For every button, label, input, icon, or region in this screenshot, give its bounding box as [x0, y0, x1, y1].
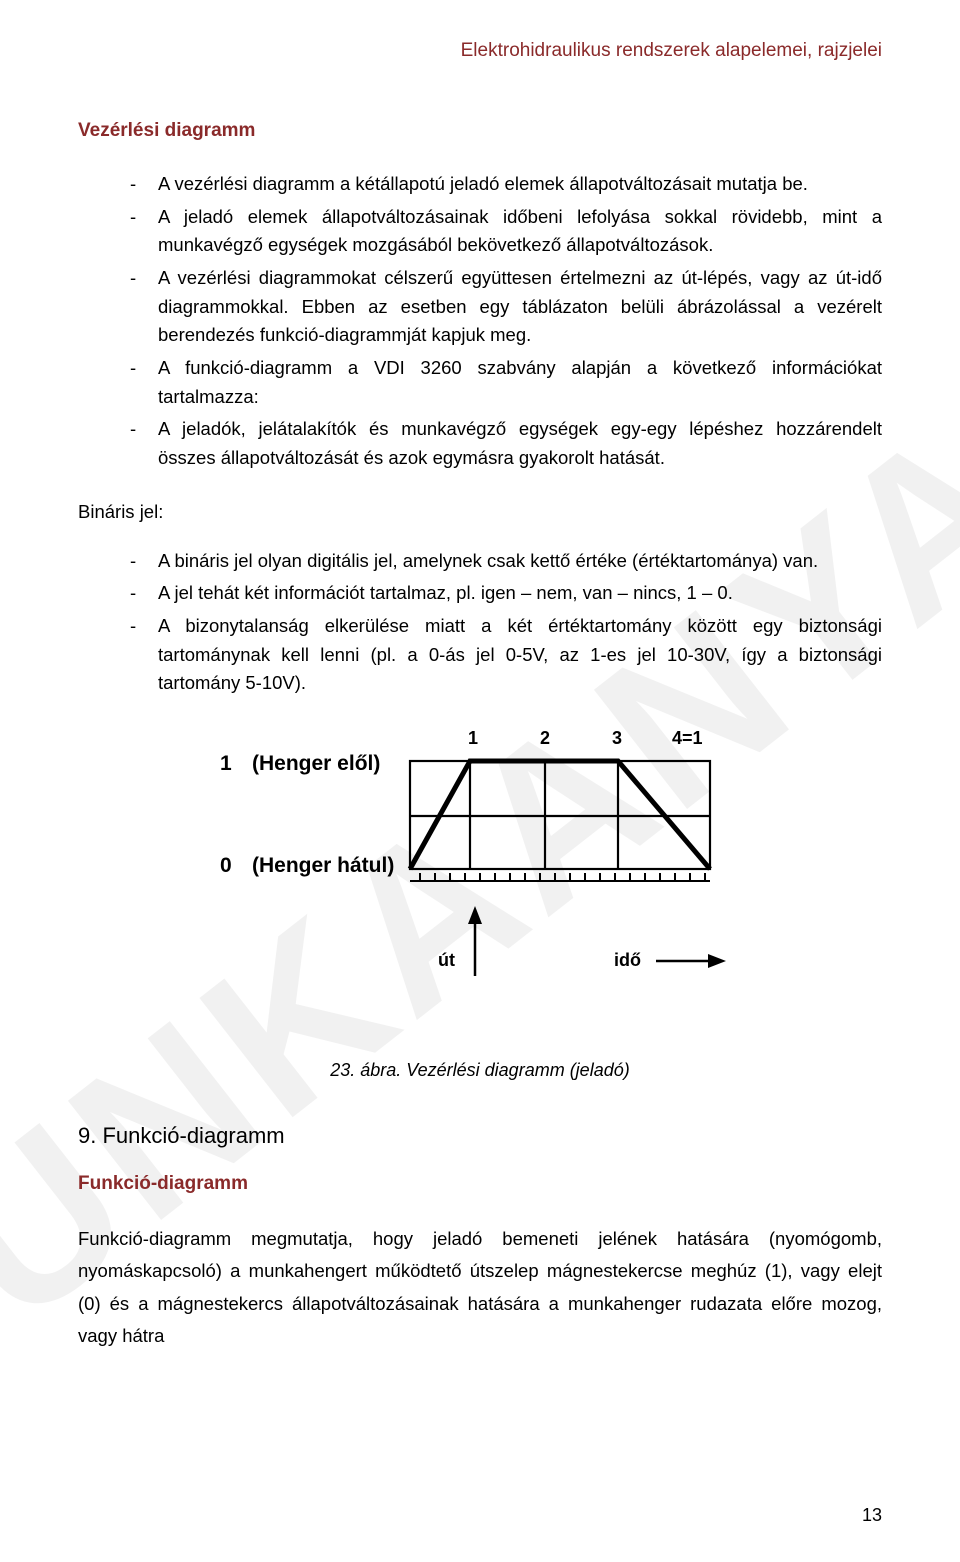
x-tick: 1	[468, 728, 478, 749]
dash-icon: -	[130, 354, 158, 411]
list-text: A bizonytalanság elkerülése miatt a két …	[158, 612, 882, 698]
axis-label-ut: út	[438, 950, 455, 971]
figure-vezerlesi-diagram: 1 (Henger elől) 0 (Henger hátul) 1 2 3 4…	[210, 726, 750, 1046]
x-tick: 3	[612, 728, 622, 749]
section-sub-funkcio: Funkció-diagramm	[78, 1173, 882, 1195]
x-tick: 4=1	[672, 728, 703, 749]
dash-icon: -	[130, 415, 158, 472]
list-vezerlesi: -A vezérlési diagramm a kétállapotú jela…	[130, 170, 882, 473]
sub-heading-binaris: Bináris jel:	[78, 501, 882, 523]
dash-icon: -	[130, 547, 158, 576]
list-item: -A vezérlési diagramm a kétállapotú jela…	[130, 170, 882, 199]
y-label-hatul: (Henger hátul)	[252, 854, 394, 878]
list-text: A vezérlési diagrammokat célszerű együtt…	[158, 264, 882, 350]
dash-icon: -	[130, 579, 158, 608]
list-text: A vezérlési diagramm a kétállapotú jelad…	[158, 170, 882, 199]
page-header: Elektrohidraulikus rendszerek alapelemei…	[78, 40, 882, 62]
axis-label-ido: idő	[614, 950, 641, 971]
list-item: -A jeladók, jelátalakítók és munkavégző …	[130, 415, 882, 472]
dash-icon: -	[130, 264, 158, 350]
list-item: -A bizonytalanság elkerülése miatt a két…	[130, 612, 882, 698]
list-item: -A funkció-diagramm a VDI 3260 szabvány …	[130, 354, 882, 411]
section-title-funkcio-num: 9. Funkció-diagramm	[78, 1123, 882, 1149]
list-item: -A jeladó elemek állapotváltozásainak id…	[130, 203, 882, 260]
list-text: A jeladók, jelátalakítók és munkavégző e…	[158, 415, 882, 472]
list-item: -A vezérlési diagrammokat célszerű együt…	[130, 264, 882, 350]
dash-icon: -	[130, 170, 158, 199]
dash-icon: -	[130, 203, 158, 260]
list-item: -A bináris jel olyan digitális jel, amel…	[130, 547, 882, 576]
list-binaris: -A bináris jel olyan digitális jel, amel…	[130, 547, 882, 698]
dash-icon: -	[130, 612, 158, 698]
list-text: A bináris jel olyan digitális jel, amely…	[158, 547, 882, 576]
y-label-elol: (Henger elől)	[252, 752, 380, 776]
x-tick: 2	[540, 728, 550, 749]
list-text: A jel tehát két információt tartalmaz, p…	[158, 579, 882, 608]
list-text: A jeladó elemek állapotváltozásainak idő…	[158, 203, 882, 260]
paragraph-funkcio: Funkció-diagramm megmutatja, hogy jeladó…	[78, 1223, 882, 1353]
page-number: 13	[862, 1505, 882, 1526]
y-tick-1: 1	[220, 752, 232, 776]
figure-caption: 23. ábra. Vezérlési diagramm (jeladó)	[78, 1060, 882, 1081]
y-tick-0: 0	[220, 854, 232, 878]
list-item: -A jel tehát két információt tartalmaz, …	[130, 579, 882, 608]
list-text: A funkció-diagramm a VDI 3260 szabvány a…	[158, 354, 882, 411]
section-title-vezerlesi: Vezérlési diagramm	[78, 120, 882, 142]
